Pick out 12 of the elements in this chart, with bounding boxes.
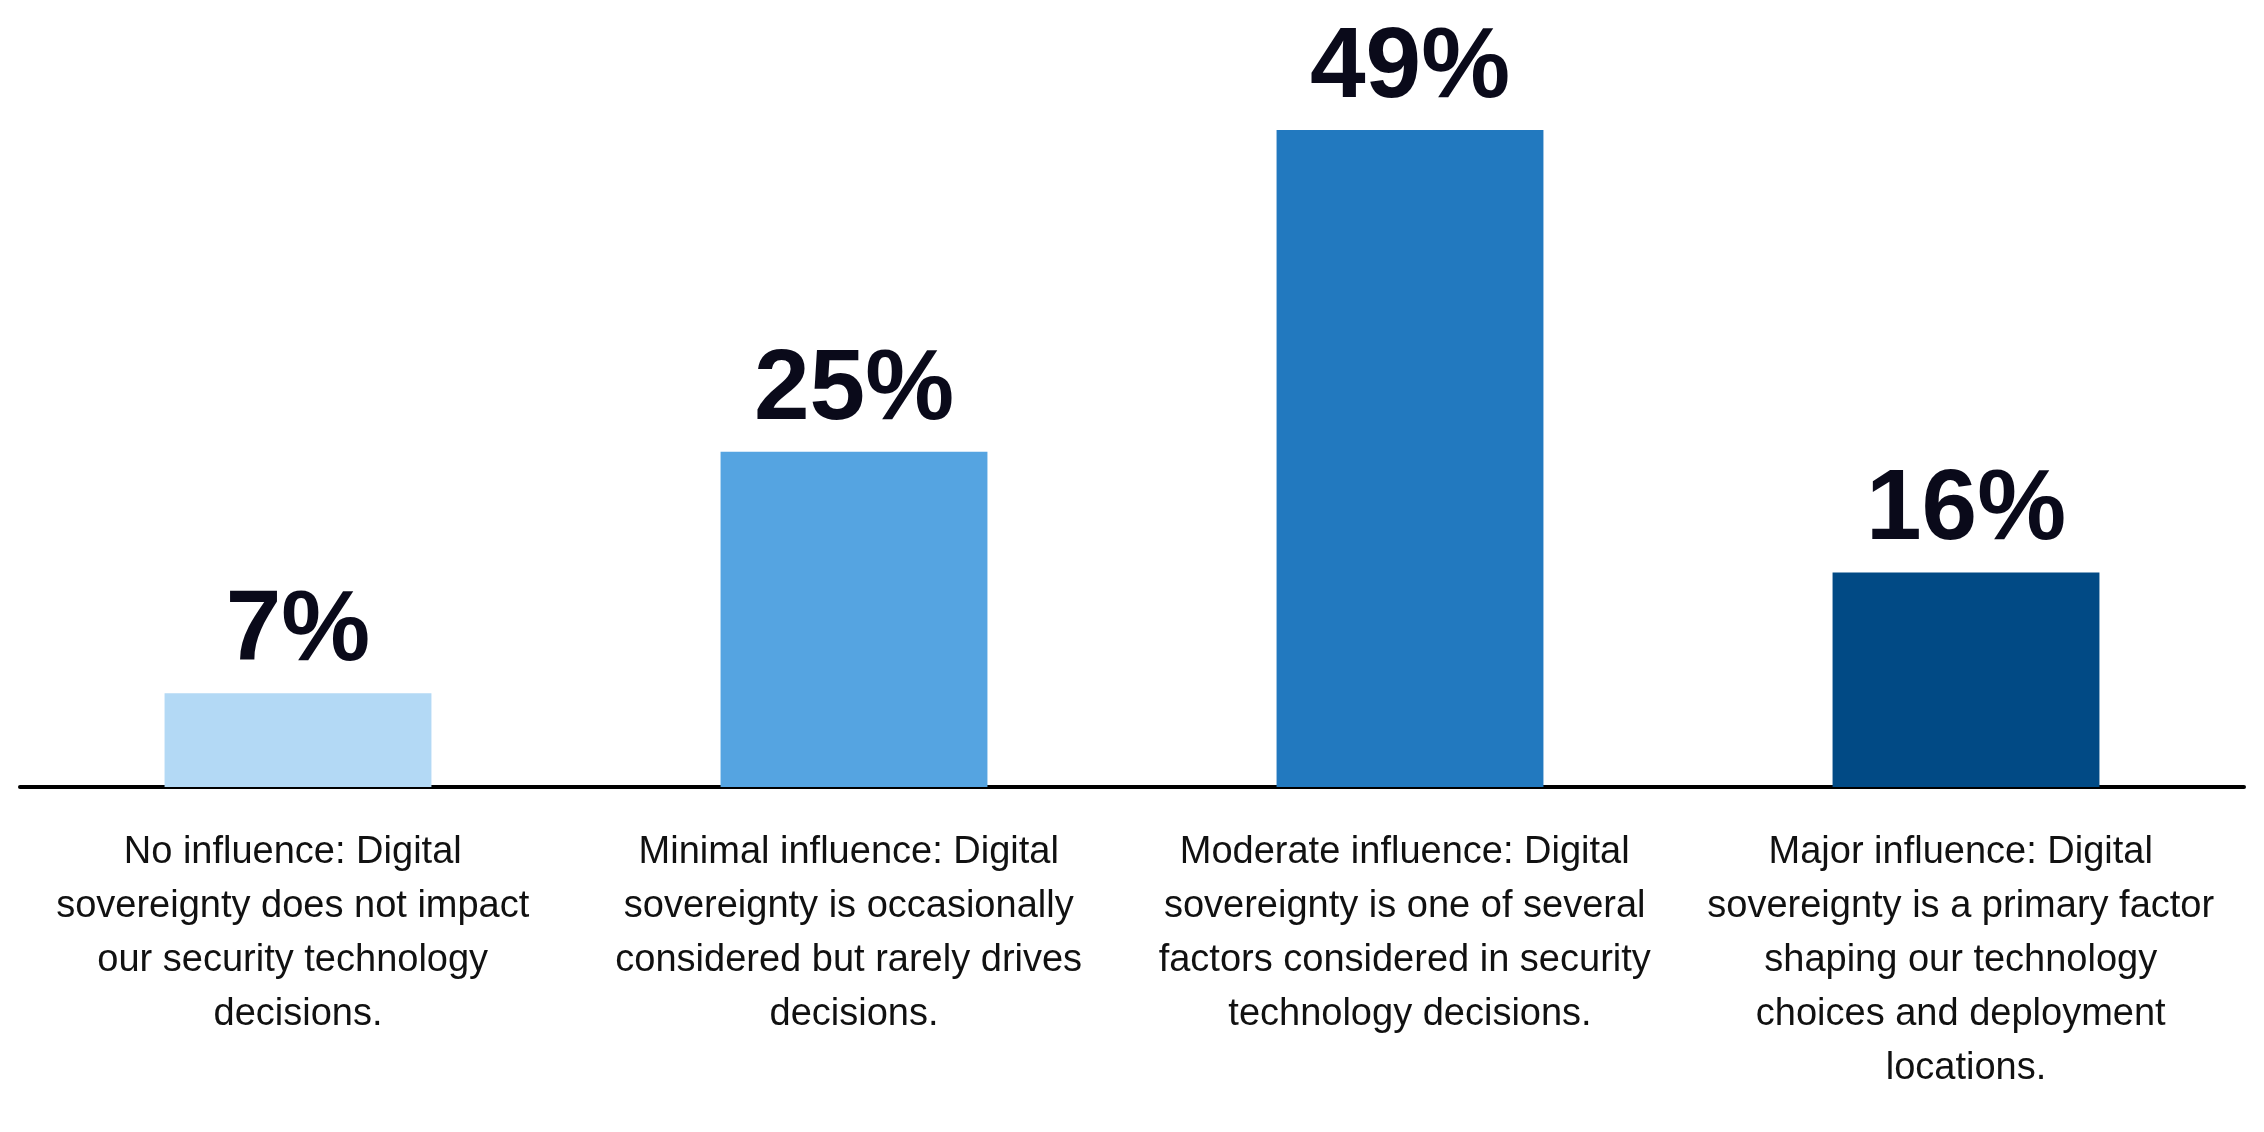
x-tick-label: Moderate influence: Digital sovereignty is one of several factors considered in security technology decisions. xyxy=(1158,829,1662,1033)
x-tick-label: Major influence: Digital sovereignty is a primary factor shaping our technology choices and deployment locations. xyxy=(1707,829,2225,1087)
data-label: 7% xyxy=(225,569,371,682)
bar xyxy=(1276,130,1544,787)
bar xyxy=(1832,572,2100,787)
data-label: 49% xyxy=(1309,6,1511,118)
x-tick-label: No influence: Digital sovereignty does not impact our security technology decisions. xyxy=(56,829,540,1033)
bar xyxy=(720,451,988,787)
bar xyxy=(164,693,432,787)
data-label: 16% xyxy=(1865,448,2067,561)
data-label: 25% xyxy=(753,327,955,440)
x-tick-label: Minimal influence: Digital sovereignty is occasionally considered but rarely drives decisions. xyxy=(615,829,1093,1033)
